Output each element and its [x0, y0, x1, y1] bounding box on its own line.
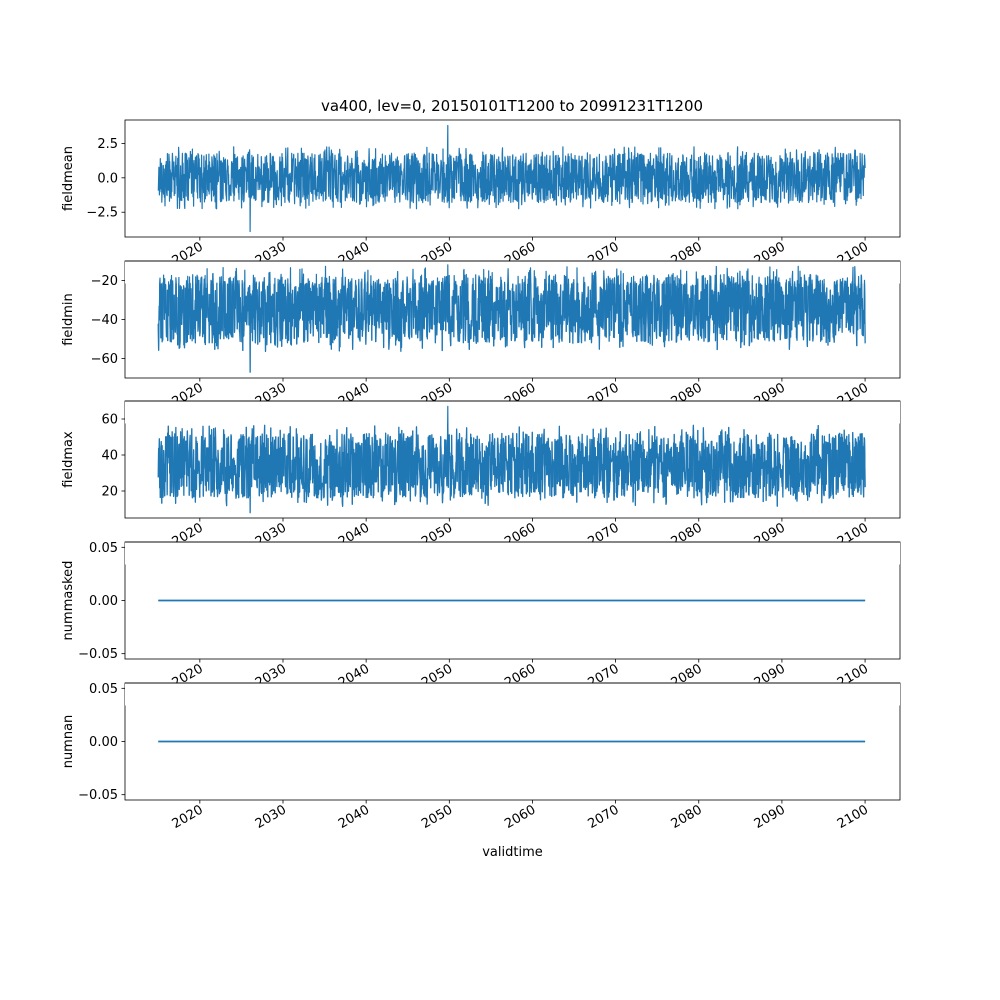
- x-tick-label: 2070: [585, 802, 621, 832]
- x-tick-label: 2040: [336, 802, 372, 832]
- subplot-numnan: −0.05 0.00 0.05 2020 2030 2040 2050 2060 2070 208…: [61, 682, 901, 860]
- series-overlay: [157, 264, 866, 743]
- y-axis-label: numnan: [61, 715, 76, 769]
- y-tick-label: −0.05: [78, 788, 118, 803]
- overlap-masks: [125, 260, 900, 706]
- y-tick-label: −60: [91, 352, 118, 367]
- y-tick-label: −20: [91, 274, 118, 289]
- y-tick-label: 60: [101, 413, 118, 428]
- y-tick-label: 0.05: [89, 541, 118, 556]
- y-tick-label: 0.0: [97, 171, 118, 186]
- series-line-overlay: [157, 264, 866, 373]
- x-tick-label: 2080: [669, 802, 705, 832]
- chart-title: va400, lev=0, 20150101T1200 to 20991231T…: [321, 97, 703, 115]
- y-axis-label: nummasked: [61, 561, 76, 641]
- y-axis-label: fieldmin: [61, 293, 76, 346]
- y-tick-label: −2.5: [86, 206, 118, 221]
- axes-frame: [124, 119, 901, 238]
- y-tick-label: 40: [101, 449, 118, 464]
- y-tick-label: 0.00: [89, 594, 118, 609]
- y-tick-label: −0.05: [78, 647, 118, 662]
- y-tick-label: −40: [91, 313, 118, 328]
- y-tick-label: 20: [101, 485, 118, 500]
- x-axis-label: validtime: [482, 845, 543, 860]
- y-tick-label: 0.05: [89, 682, 118, 697]
- x-tick-label: 2030: [253, 802, 289, 832]
- y-axis-label: fieldmax: [61, 431, 76, 488]
- x-tick-label: 2100: [835, 802, 871, 832]
- x-tick-label: 2020: [170, 802, 206, 832]
- x-tick-label: 2090: [752, 802, 788, 832]
- series-line-overlay: [157, 405, 866, 514]
- x-tick-label: 2050: [419, 802, 455, 832]
- y-axis-label: fieldmean: [61, 146, 76, 211]
- y-tick-label: 0.00: [89, 735, 118, 750]
- x-tick-label: 2060: [502, 802, 538, 832]
- y-tick-label: 2.5: [97, 137, 118, 152]
- series-line: [157, 124, 866, 233]
